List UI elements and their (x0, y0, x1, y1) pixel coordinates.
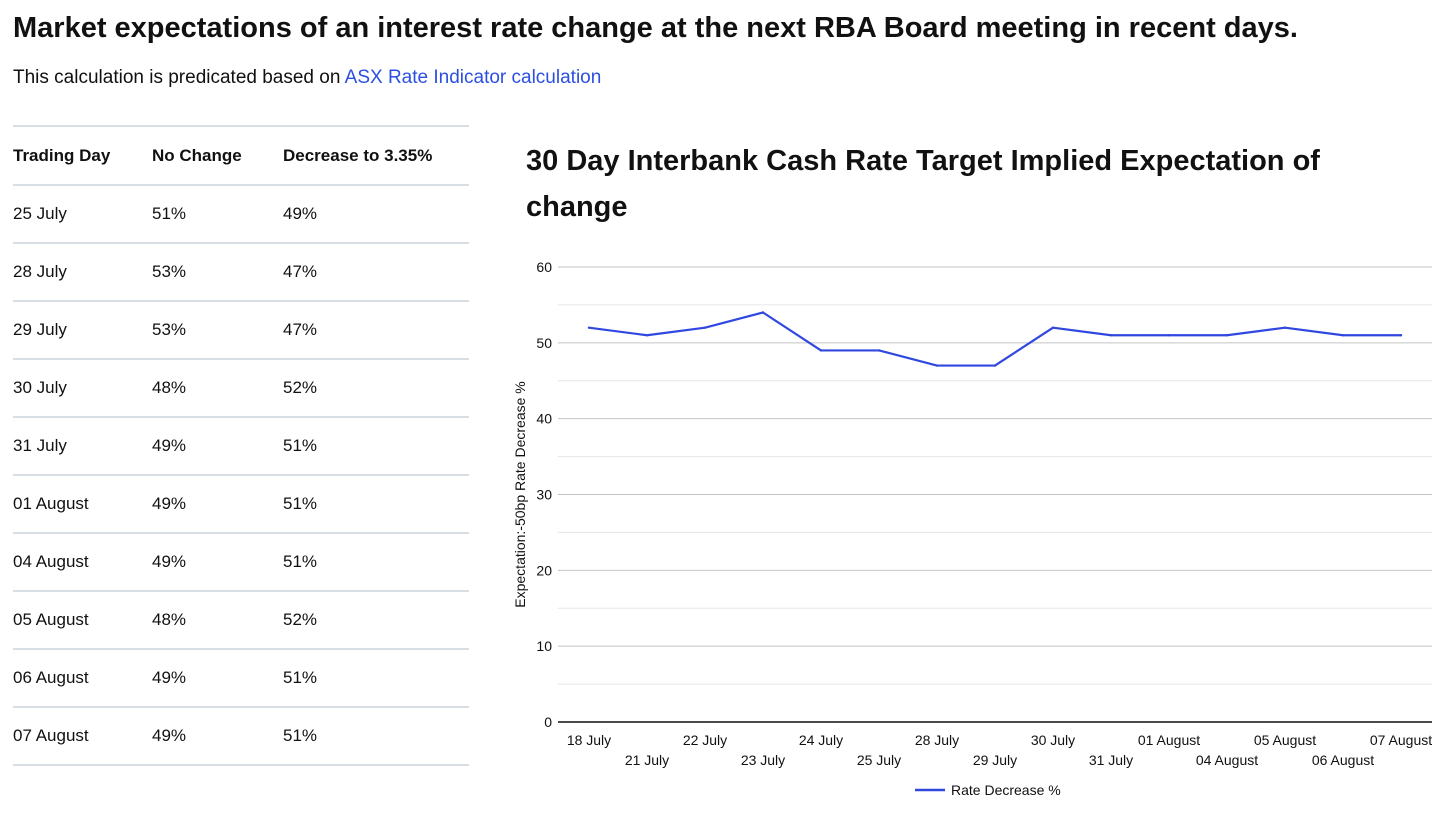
header-trading-day: Trading Day (13, 126, 152, 186)
table-row: 01 August 49% 51% (13, 475, 469, 534)
cell-decrease: 47% (283, 243, 469, 302)
expectations-table-container: Trading Day No Change Decrease to 3.35% … (13, 125, 469, 766)
cell-decrease: 51% (283, 707, 469, 766)
cell-no-change: 53% (152, 243, 283, 302)
x-tick-label: 31 July (1089, 752, 1133, 768)
cell-trading-day: 06 August (13, 649, 152, 708)
cell-decrease: 51% (283, 533, 469, 592)
data-point (1341, 334, 1345, 337)
y-tick-label: 50 (536, 335, 552, 351)
data-point (993, 364, 997, 367)
cell-trading-day: 04 August (13, 533, 152, 592)
x-tick-label: 30 July (1031, 732, 1075, 748)
data-point (1051, 326, 1055, 329)
table-row: 04 August 49% 51% (13, 533, 469, 592)
cell-no-change: 49% (152, 649, 283, 708)
cell-decrease: 51% (283, 417, 469, 476)
table-header-row: Trading Day No Change Decrease to 3.35% (13, 126, 469, 186)
table-row: 28 July 53% 47% (13, 243, 469, 302)
line-chart: 0 10 20 30 40 50 60 Expectation:-50bp Rate Decr… (512, 259, 1432, 798)
series-line (588, 311, 1401, 367)
data-point (935, 364, 939, 367)
x-tick-label: 05 August (1254, 732, 1316, 748)
cell-trading-day: 30 July (13, 359, 152, 418)
cell-decrease: 47% (283, 301, 469, 360)
table-row: 06 August 49% 51% (13, 649, 469, 708)
cell-trading-day: 29 July (13, 301, 152, 360)
x-tick-label: 22 July (683, 732, 727, 748)
cell-decrease: 52% (283, 359, 469, 418)
cell-no-change: 48% (152, 591, 283, 650)
cell-decrease: 51% (283, 649, 469, 708)
y-tick-label: 0 (544, 714, 552, 730)
cell-trading-day: 25 July (13, 185, 152, 244)
cell-trading-day: 31 July (13, 417, 152, 476)
y-axis-label: Expectation:-50bp Rate Decrease % (512, 381, 528, 607)
cell-decrease: 52% (283, 591, 469, 650)
cell-trading-day: 07 August (13, 707, 152, 766)
cell-no-change: 51% (152, 185, 283, 244)
table-row: 07 August 49% 51% (13, 707, 469, 766)
cell-no-change: 53% (152, 301, 283, 360)
y-tick-label: 10 (536, 638, 552, 654)
x-tick-label: 06 August (1312, 752, 1374, 768)
data-point (1167, 334, 1171, 337)
cell-trading-day: 28 July (13, 243, 152, 302)
header-decrease: Decrease to 3.35% (283, 126, 469, 186)
cell-decrease: 51% (283, 475, 469, 534)
table-row: 29 July 53% 47% (13, 301, 469, 360)
y-tick-label: 20 (536, 562, 552, 578)
x-tick-label: 29 July (973, 752, 1017, 768)
y-tick-label: 60 (536, 259, 552, 275)
data-point (703, 326, 707, 329)
expectations-table: Trading Day No Change Decrease to 3.35% … (13, 125, 469, 766)
page-title: Market expectations of an interest rate … (13, 12, 1298, 44)
x-tick-label: 21 July (625, 752, 669, 768)
cell-no-change: 49% (152, 475, 283, 534)
table-row: 05 August 48% 52% (13, 591, 469, 650)
x-tick-label: 24 July (799, 732, 843, 748)
data-point (587, 326, 591, 329)
cell-trading-day: 05 August (13, 591, 152, 650)
data-point (1399, 334, 1403, 337)
legend-label: Rate Decrease % (951, 782, 1061, 798)
data-point (1225, 334, 1229, 337)
table-row: 31 July 49% 51% (13, 417, 469, 476)
y-tick-label: 30 (536, 487, 552, 503)
table-row: 30 July 48% 52% (13, 359, 469, 418)
x-tick-label: 07 August (1370, 732, 1432, 748)
cell-decrease: 49% (283, 185, 469, 244)
data-point (819, 349, 823, 352)
data-point (1109, 334, 1113, 337)
table-row: 25 July 51% 49% (13, 185, 469, 244)
subtitle: This calculation is predicated based on … (13, 64, 601, 92)
data-point (645, 334, 649, 337)
y-tick-label: 40 (536, 411, 552, 427)
data-point (761, 311, 765, 314)
cell-no-change: 48% (152, 359, 283, 418)
cell-trading-day: 01 August (13, 475, 152, 534)
data-point (1283, 326, 1287, 329)
x-tick-label: 18 July (567, 732, 611, 748)
x-tick-label: 25 July (857, 752, 901, 768)
x-tick-label: 01 August (1138, 732, 1200, 748)
subtitle-text: This calculation is predicated based on (13, 67, 345, 88)
asx-rate-indicator-link[interactable]: ASX Rate Indicator calculation (344, 67, 602, 88)
cell-no-change: 49% (152, 707, 283, 766)
x-tick-label: 04 August (1196, 752, 1258, 768)
x-tick-label: 28 July (915, 732, 959, 748)
cell-no-change: 49% (152, 417, 283, 476)
cell-no-change: 49% (152, 533, 283, 592)
header-no-change: No Change (152, 126, 283, 186)
chart-title: 30 Day Interbank Cash Rate Target Implie… (526, 145, 1320, 223)
x-tick-label: 23 July (741, 752, 785, 768)
data-point (877, 349, 881, 352)
